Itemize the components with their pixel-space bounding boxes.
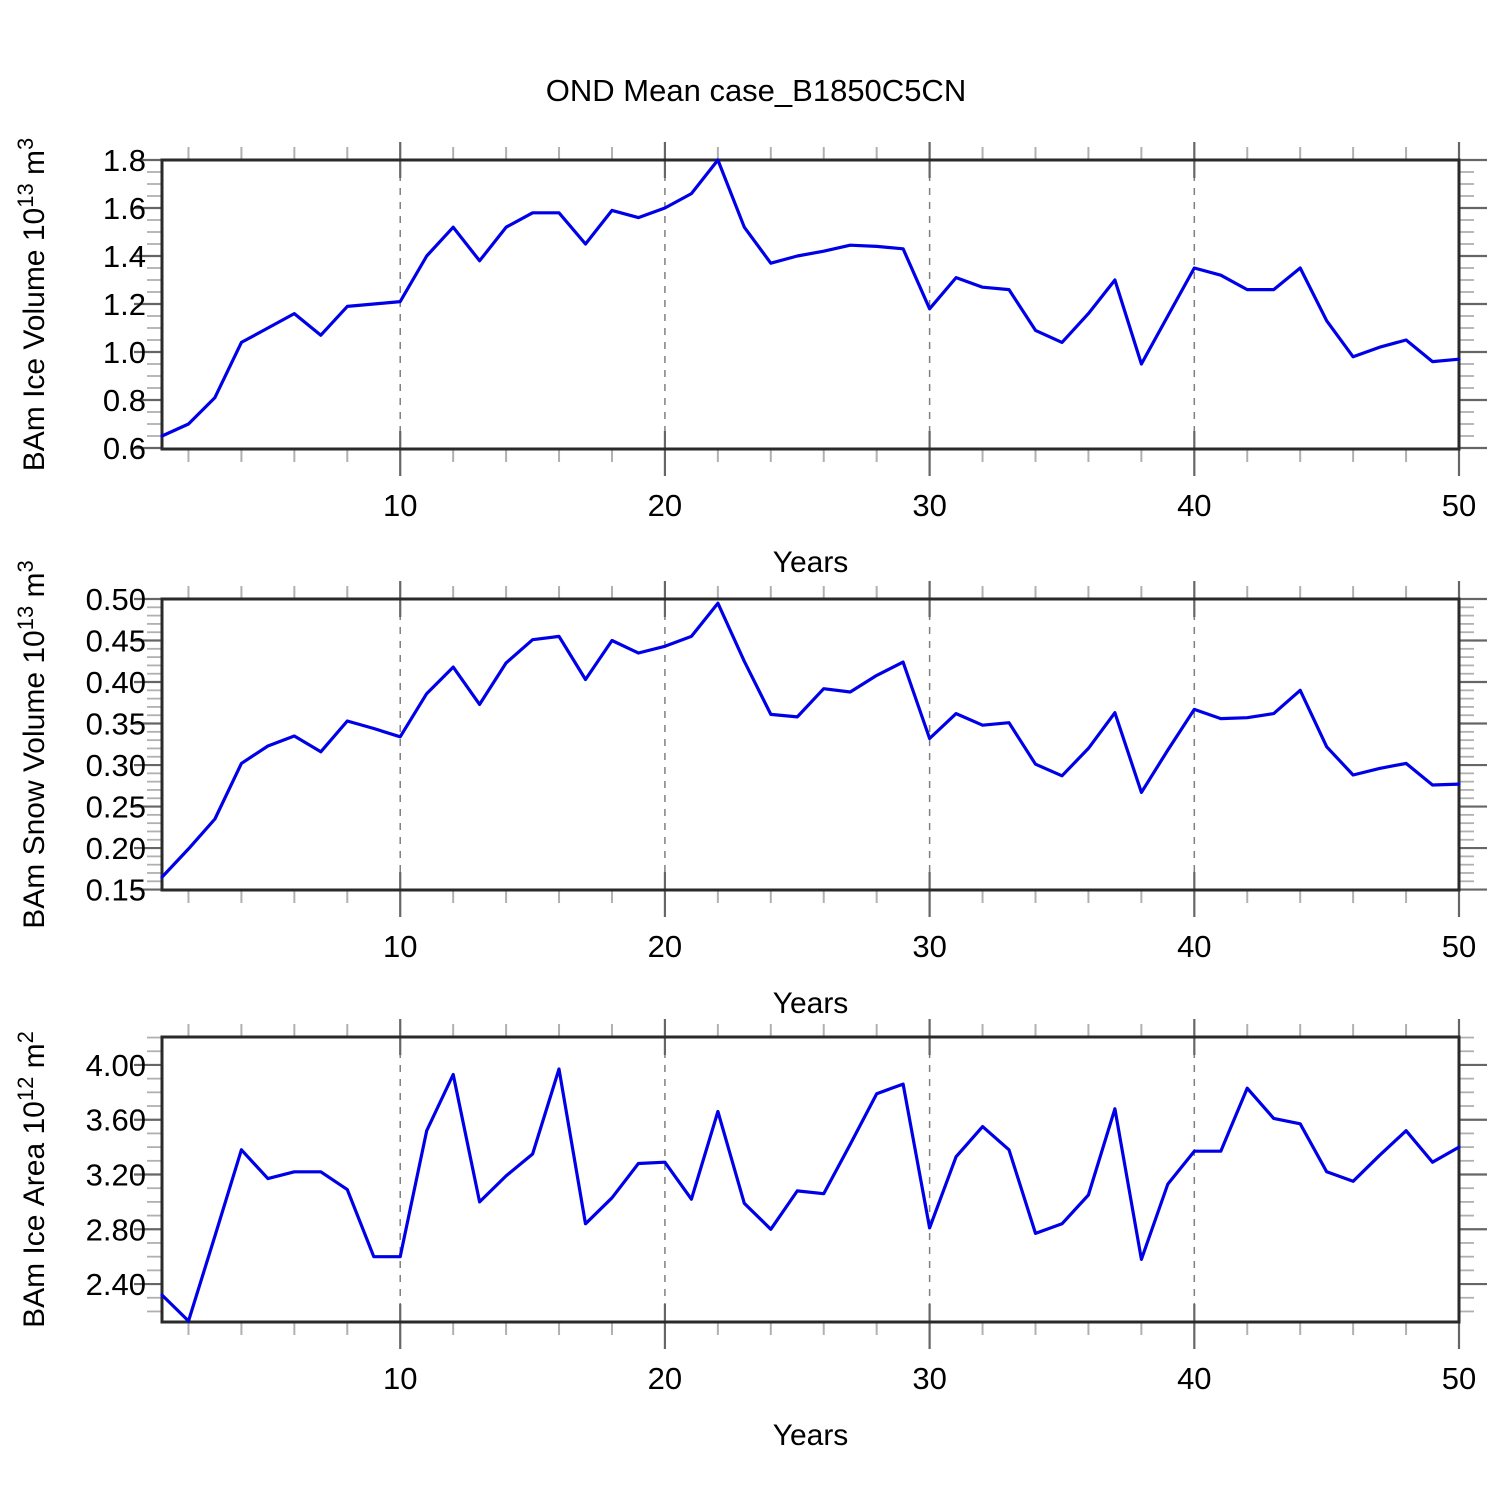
y-tick-label: 0.35 bbox=[86, 707, 146, 742]
y-major-ticks: 2.40 2.80 3.20 3.60 4.00 bbox=[86, 1048, 1487, 1302]
x-tick-label: 30 bbox=[912, 1361, 946, 1396]
chart-title: OND Mean case_B1850C5CN bbox=[546, 73, 966, 108]
y-tick-label: 0.50 bbox=[86, 582, 146, 617]
y-axis-title: BAm Ice Volume 1013 m3 bbox=[13, 138, 51, 472]
x-tick-label: 20 bbox=[648, 1361, 682, 1396]
y-tick-label: 0.40 bbox=[86, 665, 146, 700]
x-tick-label: 30 bbox=[912, 488, 946, 523]
data-line-snow-volume bbox=[160, 601, 1461, 879]
x-tick-label: 10 bbox=[383, 929, 417, 964]
data-line-ice-area bbox=[160, 1067, 1461, 1323]
y-tick-label: 2.40 bbox=[86, 1267, 146, 1302]
x-tick-label: 10 bbox=[383, 1361, 417, 1396]
x-minor-ticks bbox=[187, 1024, 1408, 1335]
x-tick-label: 50 bbox=[1442, 929, 1476, 964]
y-tick-label: 3.60 bbox=[86, 1103, 146, 1138]
plot-frame bbox=[160, 597, 1461, 892]
plot-frame bbox=[160, 158, 1461, 451]
y-tick-label: 1.8 bbox=[103, 143, 146, 178]
panel-ice-volume: 10 20 30 40 50 0.6 0.8 1.0 1.2 1.4 1.6 1.8 Years BAm … bbox=[13, 73, 1487, 579]
x-tick-label: 40 bbox=[1177, 929, 1211, 964]
y-minor-ticks bbox=[147, 606, 1474, 883]
data-line-ice-volume bbox=[160, 158, 1461, 438]
x-tick-label: 30 bbox=[912, 929, 946, 964]
x-tick-label: 10 bbox=[383, 488, 417, 523]
y-axis-title: BAm Snow Volume 1013 m3 bbox=[13, 560, 51, 929]
y-tick-label: 2.80 bbox=[86, 1212, 146, 1247]
panel-snow-volume: 10 20 30 40 500.150.200.250.300.350.400.450.… bbox=[13, 560, 1487, 1020]
x-tick-label: 40 bbox=[1177, 1361, 1211, 1396]
plot-frame bbox=[160, 1035, 1461, 1324]
x-tick-label: 20 bbox=[648, 929, 682, 964]
y-tick-label: 0.30 bbox=[86, 748, 146, 783]
y-tick-label: 3.20 bbox=[86, 1158, 146, 1193]
y-minor-ticks bbox=[147, 171, 1474, 437]
y-tick-label: 1.0 bbox=[103, 335, 146, 370]
x-tick-label: 50 bbox=[1442, 488, 1476, 523]
y-tick-label: 0.25 bbox=[86, 790, 146, 825]
y-tick-label: 1.6 bbox=[103, 191, 146, 226]
y-tick-label: 4.00 bbox=[86, 1048, 146, 1083]
y-tick-label: 0.45 bbox=[86, 624, 146, 659]
y-major-ticks: 0.15 0.20 0.25 0.30 0.35 0.40 0.45 0.50 bbox=[86, 582, 1487, 908]
x-minor-ticks bbox=[187, 147, 1408, 462]
x-axis-title: Years bbox=[773, 546, 849, 579]
y-tick-label: 0.20 bbox=[86, 831, 146, 866]
x-tick-label: 50 bbox=[1442, 1361, 1476, 1396]
panel-ice-area: 10 20 30 40 50 2.40 2.80 3.20 3.60 4.00 Years BAm I… bbox=[13, 1019, 1487, 1452]
x-tick-label: 20 bbox=[648, 488, 682, 523]
x-minor-ticks bbox=[187, 586, 1408, 903]
y-tick-label: 1.2 bbox=[103, 287, 146, 322]
x-tick-label: 40 bbox=[1177, 488, 1211, 523]
y-tick-label: 0.8 bbox=[103, 383, 146, 418]
x-axis-title: Years bbox=[773, 1419, 849, 1452]
y-tick-label: 1.4 bbox=[103, 239, 146, 274]
y-minor-ticks bbox=[147, 1036, 1474, 1313]
y-tick-label: 0.6 bbox=[103, 431, 146, 466]
y-axis-title: BAm Ice Area 1012 m2 bbox=[13, 1031, 51, 1328]
x-axis-title: Years bbox=[773, 987, 849, 1020]
y-major-ticks: 0.6 0.8 1.0 1.2 1.4 1.6 1.8 bbox=[103, 143, 1487, 466]
y-tick-label: 0.15 bbox=[86, 873, 146, 908]
